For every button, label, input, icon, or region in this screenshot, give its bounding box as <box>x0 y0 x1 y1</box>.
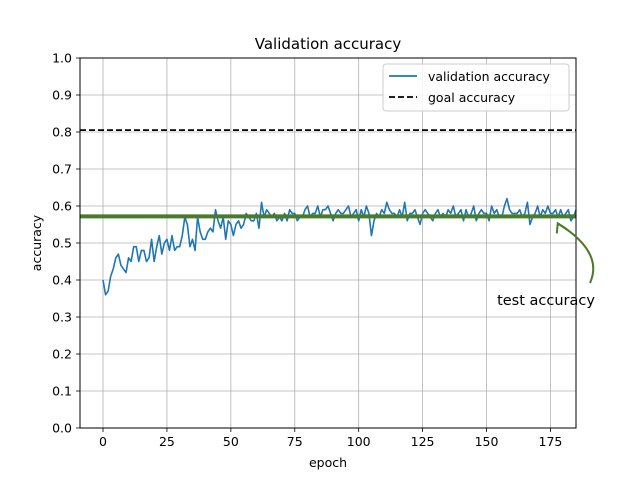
validation-accuracy-line <box>102 197 577 296</box>
y-tick-label: 0.5 <box>52 236 72 251</box>
x-tick-label: 75 <box>287 434 303 449</box>
y-tick-label: 0.0 <box>52 421 72 436</box>
axis-ticks: 0 25 50 75 100 125 150 175 0.0 0.1 0.2 0.3 0.4 0.5 0.6… <box>52 51 562 450</box>
legend-box <box>382 63 570 112</box>
x-tick-label: 50 <box>223 434 239 449</box>
chart-title: Validation accuracy <box>255 35 402 53</box>
y-tick-label: 0.1 <box>52 384 72 399</box>
legend-label-goal-accuracy: goal accuracy <box>428 90 516 105</box>
y-tick-label: 0.6 <box>52 199 72 214</box>
test-accuracy-annotation: test accuracy <box>497 221 595 309</box>
y-tick-label: 0.7 <box>52 162 72 177</box>
y-tick-label: 1.0 <box>52 51 72 66</box>
y-tick-label: 0.9 <box>52 88 72 103</box>
plot-marks <box>80 129 577 296</box>
y-axis-label: accuracy <box>29 214 44 271</box>
x-axis-label: epoch <box>309 455 347 470</box>
y-tick-label: 0.8 <box>52 125 72 140</box>
x-tick-label: 150 <box>475 434 499 449</box>
annotation-arrowhead <box>555 221 568 234</box>
legend: validation accuracy goal accuracy <box>382 63 570 112</box>
x-tick-label: 25 <box>159 434 175 449</box>
x-tick-label: 100 <box>347 434 371 449</box>
y-tick-label: 0.2 <box>52 347 72 362</box>
x-tick-label: 125 <box>411 434 435 449</box>
x-tick-label: 175 <box>539 434 563 449</box>
y-tick-label: 0.4 <box>52 273 72 288</box>
legend-label-validation-accuracy: validation accuracy <box>428 69 551 84</box>
x-tick-label: 0 <box>99 434 107 449</box>
y-tick-label: 0.3 <box>52 310 72 325</box>
annotation-label: test accuracy <box>497 293 595 309</box>
